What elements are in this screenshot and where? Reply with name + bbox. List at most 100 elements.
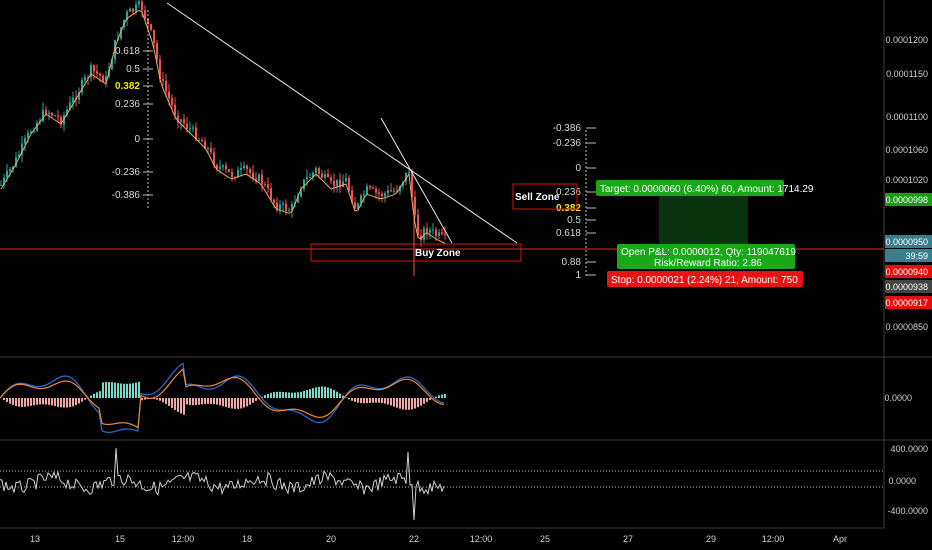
candle-body[interactable] <box>318 168 320 174</box>
candle-body[interactable] <box>285 203 287 211</box>
candle-body[interactable] <box>0 184 2 186</box>
position-profit-area[interactable] <box>659 196 748 249</box>
candle-body[interactable] <box>150 24 152 30</box>
candle-body[interactable] <box>342 181 344 187</box>
candle-body[interactable] <box>249 169 251 173</box>
candle-body[interactable] <box>252 172 254 179</box>
candle-body[interactable] <box>345 178 347 182</box>
candle-body[interactable] <box>324 174 326 178</box>
candle-body[interactable] <box>384 193 386 197</box>
candle-body[interactable] <box>177 115 179 122</box>
candle-body[interactable] <box>54 115 56 117</box>
candle-body[interactable] <box>120 27 122 39</box>
candle-body[interactable] <box>30 131 32 133</box>
candle-body[interactable] <box>105 76 107 82</box>
candle-body[interactable] <box>348 178 350 191</box>
candle-body[interactable] <box>264 183 266 185</box>
candle-body[interactable] <box>255 178 257 182</box>
trendline-main[interactable] <box>166 2 518 244</box>
price-axis[interactable]: 0.0001200 0.0001150 0.0001100 0.0001060 … <box>885 35 928 332</box>
candle-body[interactable] <box>336 179 338 186</box>
candle-body[interactable] <box>69 102 71 110</box>
candle-body[interactable] <box>111 59 113 70</box>
candle-body[interactable] <box>306 177 308 180</box>
candle-body[interactable] <box>267 184 269 189</box>
stop-label-box[interactable] <box>607 271 803 287</box>
candle-body[interactable] <box>417 214 419 236</box>
candle-body[interactable] <box>219 166 221 169</box>
candle-body[interactable] <box>291 203 293 211</box>
candle-body[interactable] <box>309 177 311 179</box>
candle-body[interactable] <box>198 139 200 141</box>
candle-body[interactable] <box>207 147 209 149</box>
candle-body[interactable] <box>261 174 263 184</box>
candle-body[interactable] <box>93 65 95 72</box>
candle-body[interactable] <box>246 165 248 170</box>
candle-body[interactable] <box>435 229 437 236</box>
candle-body[interactable] <box>429 229 431 233</box>
macd-indicator[interactable] <box>0 362 446 434</box>
candle-body[interactable] <box>18 154 20 158</box>
candle-body[interactable] <box>129 8 131 12</box>
candle-body[interactable] <box>222 165 224 167</box>
candle-body[interactable] <box>189 128 191 130</box>
candle-body[interactable] <box>156 43 158 60</box>
candle-body[interactable] <box>297 196 299 203</box>
candle-body[interactable] <box>48 113 50 115</box>
candle-body[interactable] <box>363 194 365 196</box>
candle-body[interactable] <box>96 71 98 74</box>
candle-body[interactable] <box>396 190 398 192</box>
candle-body[interactable] <box>393 190 395 192</box>
candle-body[interactable] <box>84 77 86 81</box>
candle-body[interactable] <box>330 177 332 181</box>
candle-body[interactable] <box>357 203 359 209</box>
candle-body[interactable] <box>288 210 290 212</box>
trendline-steep[interactable] <box>380 117 453 244</box>
candle-body[interactable] <box>72 97 74 103</box>
candle-body[interactable] <box>366 186 368 195</box>
candle-body[interactable] <box>423 228 425 240</box>
candle-body[interactable] <box>132 8 134 12</box>
candle-body[interactable] <box>387 190 389 194</box>
fib-left-levels[interactable]: 0.618 0.5 0.382 0.236 0 -0.236 -0.386 <box>112 46 153 201</box>
pnl-label-box[interactable] <box>617 244 795 269</box>
candle-body[interactable] <box>354 202 356 209</box>
candle-body[interactable] <box>141 1 143 11</box>
candle-body[interactable] <box>171 98 173 105</box>
candle-body[interactable] <box>369 186 371 188</box>
candle-body[interactable] <box>372 187 374 189</box>
candle-body[interactable] <box>126 11 128 20</box>
candle-body[interactable] <box>204 141 206 149</box>
candle-body[interactable] <box>432 229 434 231</box>
candle-body[interactable] <box>213 152 215 166</box>
candle-body[interactable] <box>282 203 284 205</box>
candle-body[interactable] <box>420 235 422 240</box>
candle-body[interactable] <box>276 202 278 210</box>
target-label-box[interactable] <box>596 180 784 196</box>
candle-body[interactable] <box>321 173 323 178</box>
candle-body[interactable] <box>237 169 239 178</box>
candle-body[interactable] <box>15 157 17 167</box>
candle-body[interactable] <box>24 138 26 144</box>
candle-body[interactable] <box>159 59 161 80</box>
candle-body[interactable] <box>183 119 185 124</box>
candle-body[interactable] <box>312 172 314 178</box>
candle-body[interactable] <box>378 192 380 194</box>
candle-body[interactable] <box>147 18 149 25</box>
candle-body[interactable] <box>42 109 44 121</box>
candle-body[interactable] <box>225 165 227 170</box>
candle-body[interactable] <box>102 75 104 82</box>
candle-body[interactable] <box>381 193 383 197</box>
candle-body[interactable] <box>162 79 164 81</box>
candle-body[interactable] <box>27 132 29 139</box>
candle-body[interactable] <box>21 143 23 155</box>
candle-body[interactable] <box>81 80 83 93</box>
candle-body[interactable] <box>195 127 197 140</box>
candle-body[interactable] <box>186 123 188 129</box>
candle-body[interactable] <box>210 147 212 153</box>
candle-body[interactable] <box>327 174 329 178</box>
candle-body[interactable] <box>57 115 59 118</box>
candle-body[interactable] <box>270 188 272 200</box>
candle-body[interactable] <box>216 165 218 169</box>
